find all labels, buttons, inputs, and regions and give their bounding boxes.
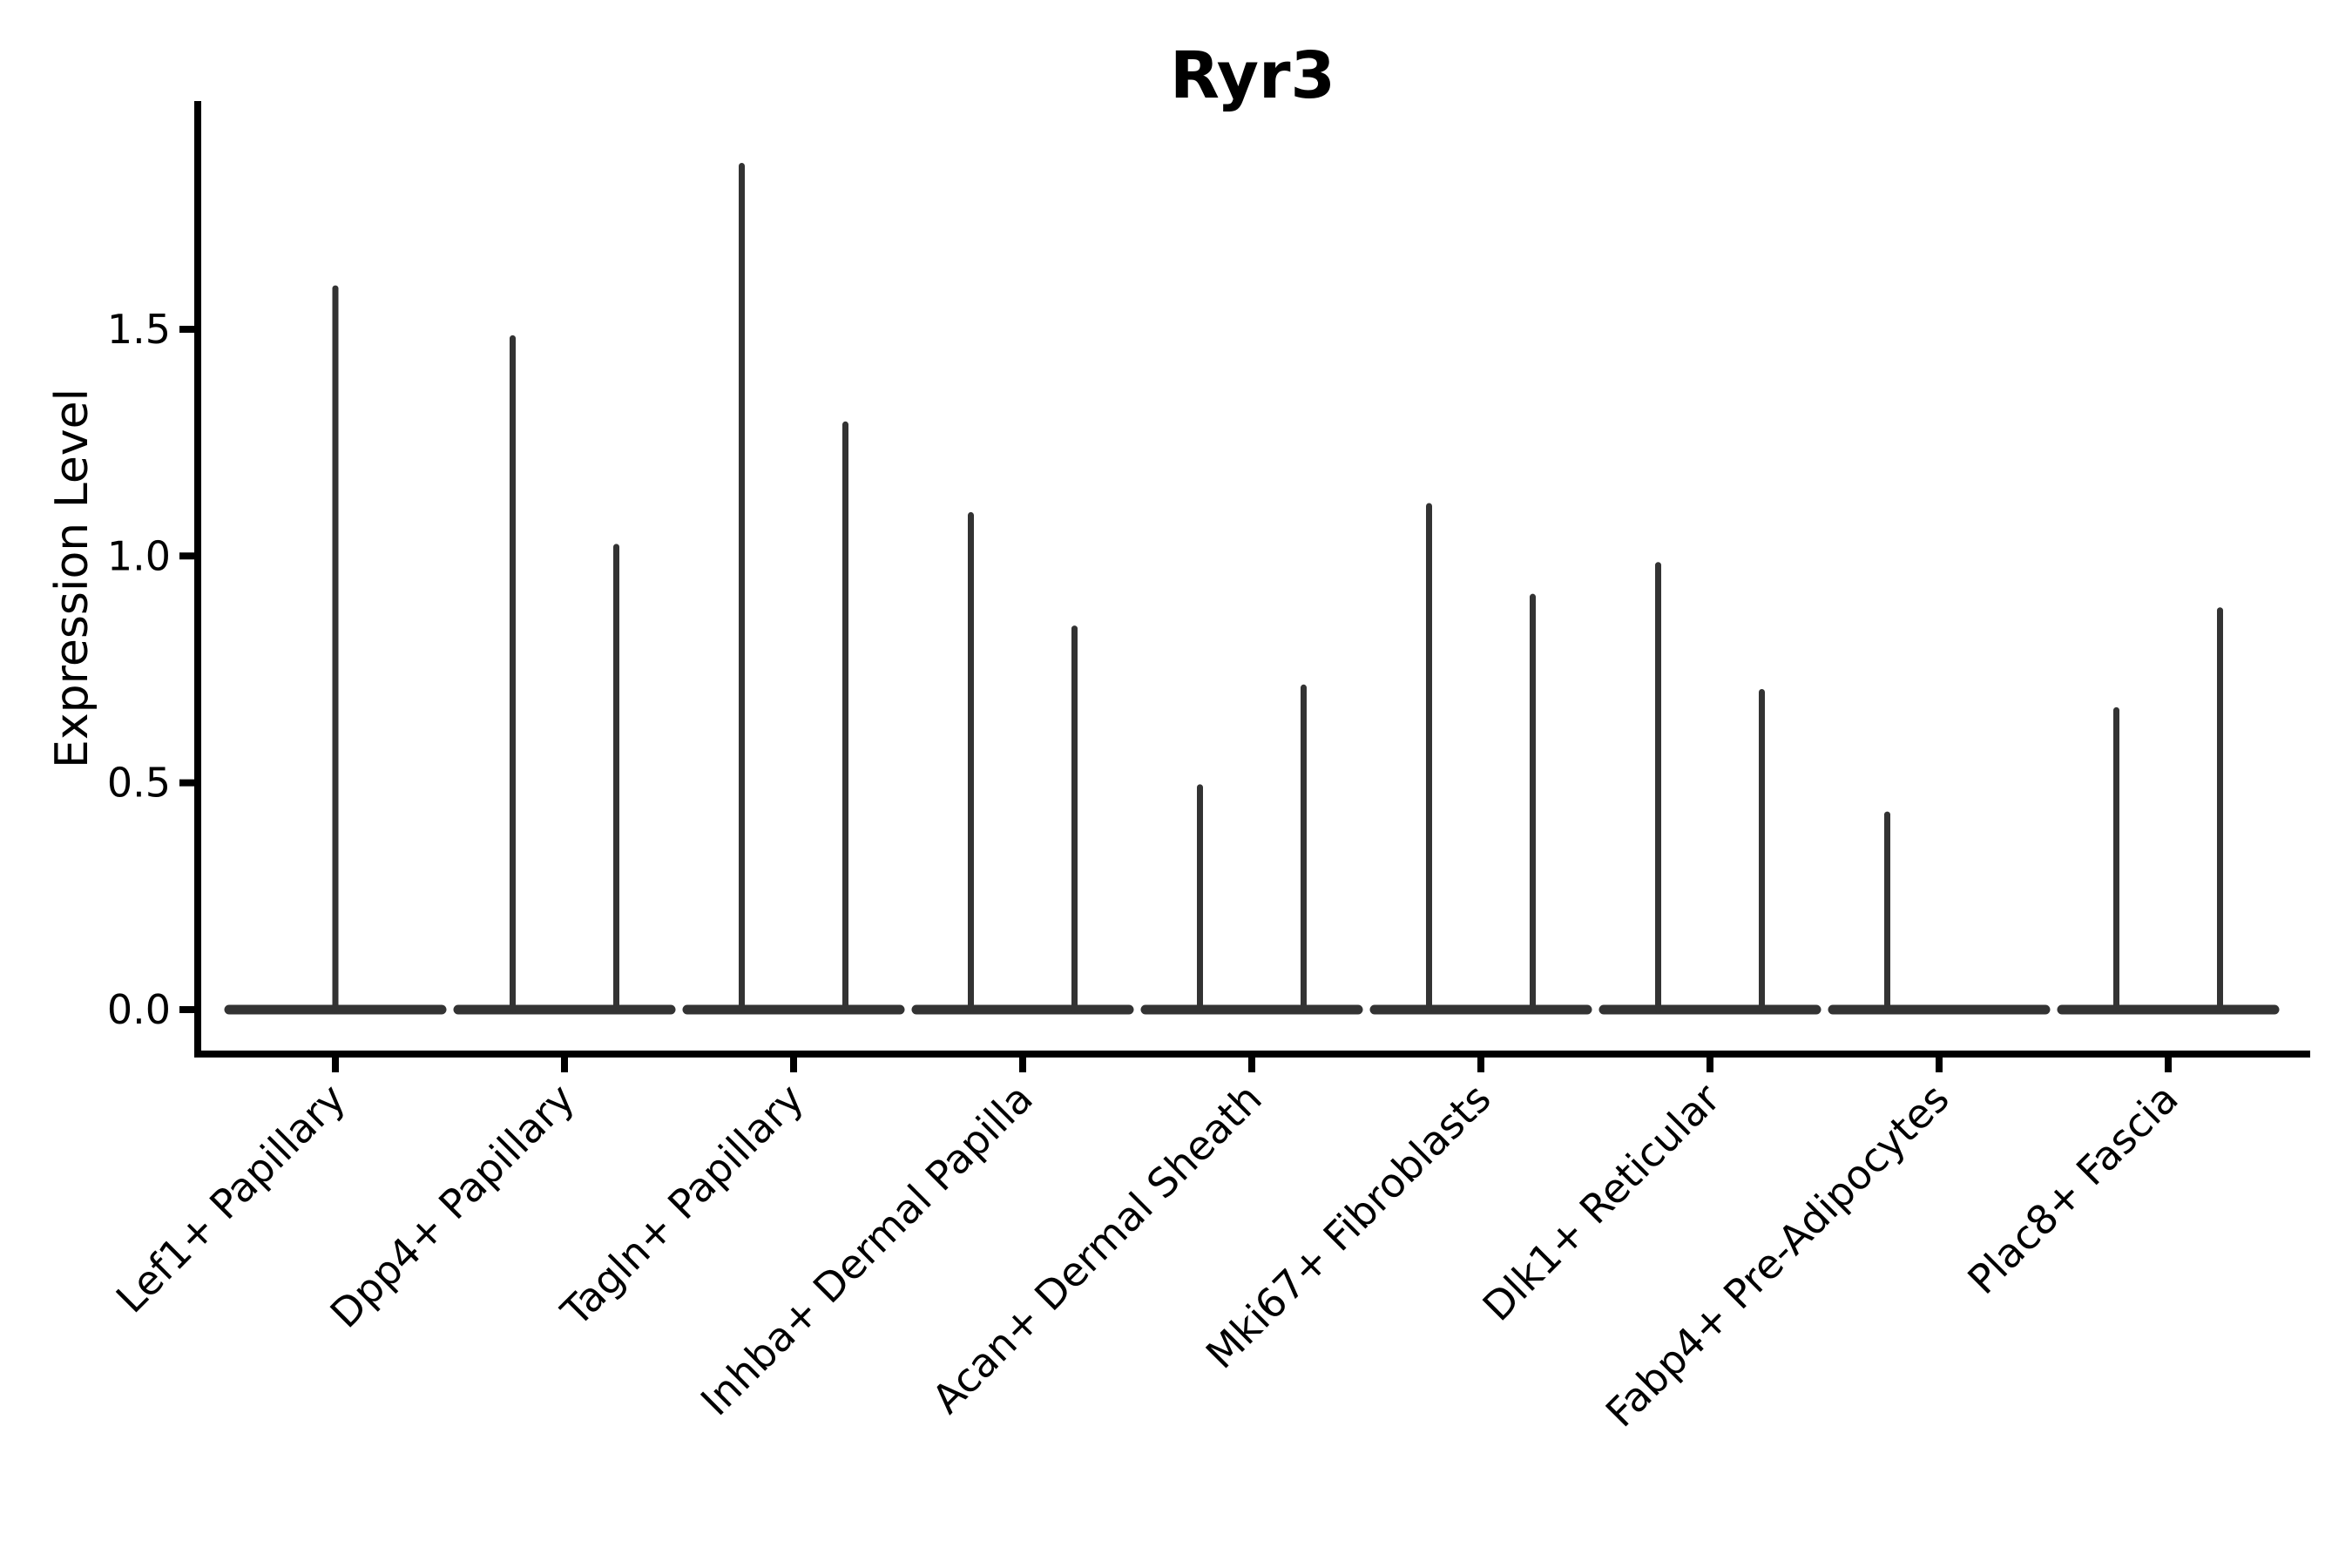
x-tick-label: Dpp4+ Papillary	[321, 1075, 584, 1337]
y-tick-label: 0.5	[107, 760, 171, 807]
x-tick-label: Tagln+ Papillary	[551, 1075, 813, 1336]
y-axis-label: Expression Level	[46, 389, 98, 768]
violins-layer	[224, 162, 2280, 1015]
x-tick-label: Plac8+ Fascia	[1958, 1075, 2186, 1303]
y-tick-label: 1.5	[107, 306, 171, 353]
y-tick-label: 0.0	[107, 986, 171, 1033]
y-tick-label: 1.0	[107, 532, 171, 579]
x-tick-label: Lef1+ Papillary	[107, 1075, 355, 1322]
x-tick-label: Dlk1+ Reticular	[1474, 1075, 1729, 1330]
chart-title: Ryr3	[1170, 38, 1335, 113]
